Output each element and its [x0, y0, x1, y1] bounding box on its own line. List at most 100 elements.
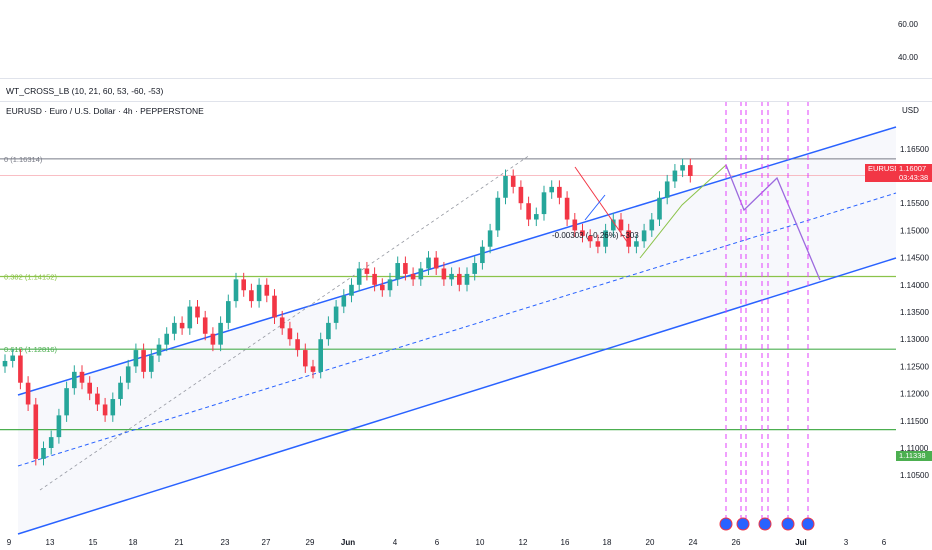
- time-axis-tick: 18: [129, 538, 138, 547]
- candle-body: [457, 273, 462, 285]
- candle-body: [303, 350, 308, 367]
- candle-body: [672, 170, 678, 182]
- symbol-title[interactable]: EURUSD · Euro / U.S. Dollar · 4h · PEPPE…: [6, 106, 204, 116]
- bearish-arrow-line: [574, 166, 631, 247]
- candle-body: [156, 344, 162, 356]
- price-axis-tick: 1.11000: [900, 444, 929, 453]
- fib-level-label: 0.618 (1.12816): [4, 345, 57, 354]
- candle-body: [10, 355, 15, 361]
- candle-body: [326, 322, 331, 340]
- time-axis-tick: Jul: [795, 538, 807, 547]
- indicator-title[interactable]: WT_CROSS_LB (10, 21, 60, 53, -60, -53): [6, 86, 164, 96]
- price-axis-tick: 1.13000: [900, 335, 929, 344]
- candle-body: [125, 366, 131, 383]
- candle-body: [64, 388, 69, 416]
- channel-lower-line: [17, 257, 897, 535]
- candle-body: [464, 273, 470, 285]
- candle-body: [688, 165, 693, 176]
- candle-body: [626, 230, 631, 247]
- candle-body: [279, 317, 285, 329]
- candle-body: [33, 404, 39, 459]
- channel-upper-line: [17, 126, 897, 396]
- candle-body: [149, 355, 154, 372]
- candle-body: [611, 219, 616, 231]
- candle-body: [641, 230, 647, 242]
- indicator-scale-tick: 60.00: [897, 20, 918, 29]
- event-flag-icon: [801, 517, 815, 531]
- price-axis-tick: 1.15500: [900, 199, 929, 208]
- time-axis-tick: 23: [221, 538, 230, 547]
- price-axis-tick: 1.12500: [900, 362, 929, 371]
- candle-body: [418, 268, 424, 280]
- candle-body: [541, 192, 547, 215]
- trend-channel: [17, 126, 897, 535]
- candle-body: [287, 328, 293, 340]
- candle-body: [595, 241, 601, 247]
- measure-label: -0.00303 (−0.26%) −303: [552, 231, 639, 240]
- candle-body: [195, 306, 200, 318]
- time-axis-tick: 16: [561, 538, 570, 547]
- candle-body: [580, 230, 585, 236]
- candle-body: [87, 382, 92, 394]
- time-axis-tick: 27: [262, 538, 271, 547]
- candle-body: [564, 197, 570, 220]
- candle-body: [56, 415, 62, 438]
- candles: [2, 158, 693, 466]
- time-axis-tick: 20: [646, 538, 655, 547]
- bullish-path: [639, 164, 727, 259]
- last-price-value: 1.16007: [899, 164, 927, 173]
- candle-body: [310, 366, 316, 372]
- candle-body: [526, 203, 531, 220]
- candle-body: [657, 197, 662, 220]
- candle-body: [295, 339, 300, 351]
- candle-body: [79, 371, 85, 383]
- channel-mid-line: [17, 192, 897, 467]
- fib-level-label: 0 (1.16314): [4, 155, 43, 164]
- time-axis-tick: 21: [175, 538, 184, 547]
- time-axis-tick: 13: [46, 538, 55, 547]
- time-axis-tick: 24: [689, 538, 698, 547]
- measure-arrow: [584, 194, 606, 221]
- event-flag-icon: [781, 517, 795, 531]
- countdown-value: 03:43:38: [899, 173, 929, 182]
- price-axis-tick: 1.16500: [900, 145, 929, 154]
- drawings: -0.00303 (−0.26%) −303: [552, 164, 821, 281]
- candle-body: [2, 360, 8, 367]
- candle-body: [179, 322, 185, 329]
- candle-body: [480, 246, 485, 264]
- candle-body: [433, 257, 439, 269]
- candle-body: [341, 295, 347, 307]
- dashed-trend-line: [39, 154, 531, 491]
- time-axis-tick: 3: [844, 538, 849, 547]
- candle-body: [72, 371, 77, 389]
- candle-body: [18, 355, 23, 383]
- candle-body: [187, 306, 193, 329]
- event-flag-icon: [758, 517, 772, 531]
- candle-body: [634, 241, 639, 247]
- time-axis[interactable]: 9 13 15 18 21 23 27 29 Jun 4 6 10 12 16 18 20 24 26 Jul 3 6: [7, 538, 887, 547]
- candle-body: [164, 333, 169, 345]
- candle-body: [25, 382, 31, 405]
- candle-body: [264, 284, 270, 296]
- level-price-tag: 1.11338: [896, 451, 932, 461]
- candle-body: [395, 263, 400, 280]
- candle-body: [118, 382, 123, 400]
- candle-body: [333, 306, 339, 323]
- price-axis[interactable]: 1.165001.160001.155001.150001.145001.140…: [900, 145, 929, 480]
- candle-body: [349, 284, 354, 296]
- price-axis-tick: 1.10500: [900, 471, 929, 480]
- price-axis-tick: 1.13500: [900, 308, 929, 317]
- candle-body: [372, 273, 377, 285]
- pane-separator: [0, 101, 932, 102]
- pane-separator: [0, 78, 932, 79]
- candle-body: [256, 284, 262, 302]
- candle-body: [233, 279, 239, 302]
- price-axis-tick: 1.15000: [900, 226, 929, 235]
- candle-body: [318, 339, 323, 372]
- candle-body: [141, 350, 146, 372]
- candle-body: [603, 230, 608, 247]
- candle-body: [449, 273, 454, 280]
- candle-body: [680, 165, 685, 171]
- event-flag-icon: [736, 517, 750, 531]
